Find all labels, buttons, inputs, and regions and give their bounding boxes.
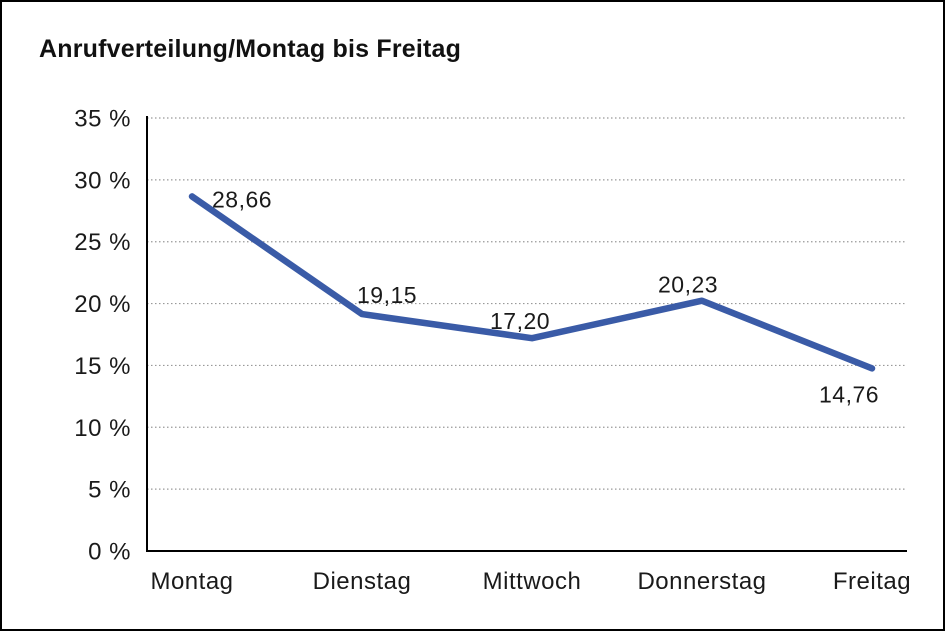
data-point-label: 20,23 <box>658 272 718 298</box>
y-axis-tick-label: 0 % <box>88 539 131 566</box>
data-point-label: 28,66 <box>212 186 272 212</box>
data-point-label: 17,20 <box>490 308 550 334</box>
x-axis-category-label: Montag <box>150 568 233 595</box>
data-point-label: 14,76 <box>819 381 879 407</box>
y-axis-tick-label: 25 % <box>74 229 131 256</box>
x-axis-category-label: Dienstag <box>313 568 412 595</box>
data-series-line <box>188 193 876 372</box>
data-point-label: 19,15 <box>357 282 417 308</box>
y-axis-tick-label: 5 % <box>88 477 131 504</box>
y-axis-tick-label: 20 % <box>74 291 131 318</box>
x-axis-category-label: Freitag <box>833 568 911 595</box>
axis-line <box>146 116 907 552</box>
chart-title: Anrufverteilung/Montag bis Freitag <box>39 35 462 63</box>
x-axis-category-label: Mittwoch <box>483 568 582 595</box>
y-axis-tick-label: 30 % <box>74 167 131 194</box>
y-axis-tick-label: 35 % <box>74 106 131 133</box>
x-axis-category-label: Donnerstag <box>637 568 766 595</box>
y-axis-tick-label: 10 % <box>74 415 131 442</box>
y-axis-tick-label: 15 % <box>74 353 131 380</box>
